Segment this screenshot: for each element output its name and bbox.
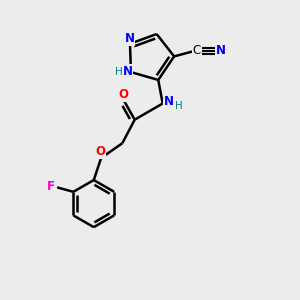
Text: F: F [47,180,55,193]
Text: O: O [95,145,106,158]
Text: N: N [216,44,226,57]
Text: O: O [119,88,129,101]
Text: H: H [175,101,183,111]
Text: H: H [115,67,122,76]
Text: N: N [122,65,132,78]
Text: C: C [193,44,201,57]
Text: N: N [164,94,174,108]
Text: N: N [124,32,134,45]
